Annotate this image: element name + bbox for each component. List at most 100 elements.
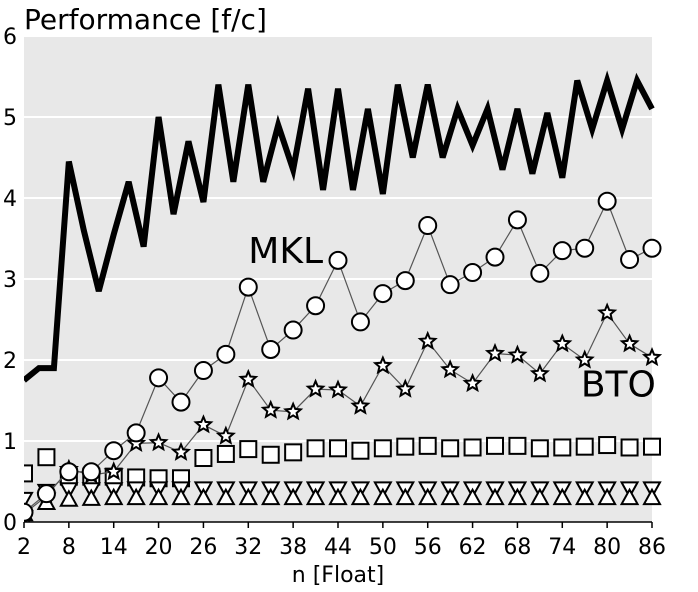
data-point-triangle-up bbox=[283, 487, 303, 506]
data-point-circle bbox=[485, 247, 505, 267]
data-point-circle bbox=[36, 484, 56, 504]
x-tick-label: 68 bbox=[503, 535, 531, 560]
data-point-square bbox=[530, 439, 549, 458]
y-tick-label: 2 bbox=[3, 349, 17, 374]
data-point-triangle-up bbox=[193, 487, 214, 506]
data-point-star bbox=[417, 330, 438, 350]
data-point-square bbox=[216, 444, 235, 463]
data-point-square bbox=[486, 436, 504, 455]
data-point-square bbox=[194, 449, 213, 468]
data-point-triangle-up bbox=[328, 487, 348, 506]
data-point-circle bbox=[463, 263, 483, 283]
annotations: MKL BTO bbox=[248, 231, 656, 406]
data-point-star bbox=[395, 378, 416, 398]
y-tick-label: 1 bbox=[3, 430, 17, 455]
data-point-star bbox=[260, 399, 281, 419]
data-point-circle bbox=[24, 502, 34, 522]
data-point-circle bbox=[261, 339, 281, 359]
data-point-square bbox=[24, 464, 33, 483]
data-point-triangle-up bbox=[395, 487, 415, 506]
data-point-triangle-up bbox=[171, 487, 191, 506]
data-point-triangle-up bbox=[305, 487, 326, 506]
data-point-triangle-up bbox=[440, 487, 460, 506]
data-point-triangle-up bbox=[350, 487, 371, 506]
data-point-star bbox=[126, 432, 147, 453]
data-point-triangle-up bbox=[373, 487, 393, 506]
data-point-circle bbox=[552, 241, 572, 261]
data-point-square bbox=[463, 438, 482, 457]
data-point-square bbox=[37, 448, 56, 467]
data-point-triangle-up bbox=[642, 487, 662, 506]
data-point-triangle-up bbox=[238, 487, 258, 506]
data-point-square bbox=[261, 445, 280, 464]
data-point-circle bbox=[373, 284, 393, 304]
data-point-square bbox=[396, 437, 415, 456]
data-point-star bbox=[350, 395, 371, 415]
data-point-circle bbox=[418, 216, 438, 236]
data-point-circle bbox=[238, 277, 258, 297]
annotation-label: BTO bbox=[581, 364, 656, 405]
data-point-circle bbox=[575, 238, 595, 258]
data-point-triangle-up bbox=[552, 487, 572, 506]
x-tick-label: 62 bbox=[459, 535, 487, 560]
data-point-circle bbox=[104, 441, 124, 461]
x-tick-label: 38 bbox=[279, 535, 307, 560]
x-tick-label: 44 bbox=[324, 535, 352, 560]
x-tick-label: 14 bbox=[100, 535, 128, 560]
data-point-star bbox=[462, 372, 483, 393]
data-point-triangle-up bbox=[126, 487, 146, 506]
data-point-circle bbox=[149, 368, 169, 388]
data-point-circle bbox=[350, 312, 370, 332]
data-point-circle bbox=[620, 250, 640, 270]
data-point-star bbox=[193, 414, 214, 434]
data-point-square bbox=[306, 439, 325, 458]
data-point-star bbox=[529, 363, 550, 383]
data-point-circle bbox=[81, 462, 101, 482]
y-tick-label: 3 bbox=[3, 268, 17, 293]
data-point-square bbox=[418, 436, 437, 455]
data-point-square bbox=[329, 439, 347, 458]
series-line bbox=[24, 70, 655, 383]
chart-title: Performance [f/c] bbox=[24, 3, 267, 36]
data-point-triangle-up bbox=[148, 487, 169, 506]
data-point-star bbox=[440, 359, 461, 379]
data-point-star bbox=[372, 355, 393, 375]
data-point-circle bbox=[171, 392, 191, 412]
x-tick-label: 32 bbox=[234, 535, 262, 560]
data-point-square bbox=[553, 438, 572, 457]
data-point-triangle-up bbox=[418, 487, 438, 506]
data-point-circle bbox=[440, 275, 460, 295]
data-point-square bbox=[643, 437, 661, 456]
x-axis-label: n [Float] bbox=[292, 563, 384, 588]
data-point-triangle-up bbox=[261, 487, 281, 506]
data-point-circle bbox=[216, 344, 236, 364]
data-point-triangle-up bbox=[507, 487, 528, 506]
data-point-circle bbox=[642, 238, 662, 258]
x-tick-label: 50 bbox=[369, 535, 397, 560]
x-tick-label: 80 bbox=[593, 535, 621, 560]
data-point-circle bbox=[328, 250, 348, 270]
data-point-star bbox=[305, 378, 326, 398]
data-point-square bbox=[441, 439, 460, 458]
data-point-square bbox=[575, 437, 594, 456]
data-point-triangle-up bbox=[597, 487, 617, 506]
data-point-circle bbox=[59, 462, 79, 482]
data-point-square bbox=[598, 436, 617, 455]
data-point-circle bbox=[193, 361, 213, 381]
data-point-triangle-up bbox=[59, 489, 79, 507]
data-point-triangle-up bbox=[81, 488, 101, 506]
data-point-star bbox=[148, 432, 169, 452]
annotation-label: MKL bbox=[248, 231, 323, 272]
data-point-star bbox=[552, 333, 573, 353]
data-point-star bbox=[507, 344, 528, 364]
data-point-circle bbox=[306, 296, 326, 316]
data-point-circle bbox=[530, 263, 550, 283]
data-point-square bbox=[239, 440, 258, 459]
y-tick-label: 0 bbox=[3, 511, 17, 536]
x-tick-label: 26 bbox=[189, 535, 217, 560]
x-tick-label: 20 bbox=[145, 535, 173, 560]
series-triangle-up bbox=[24, 487, 662, 522]
y-tick-label: 4 bbox=[3, 187, 17, 212]
